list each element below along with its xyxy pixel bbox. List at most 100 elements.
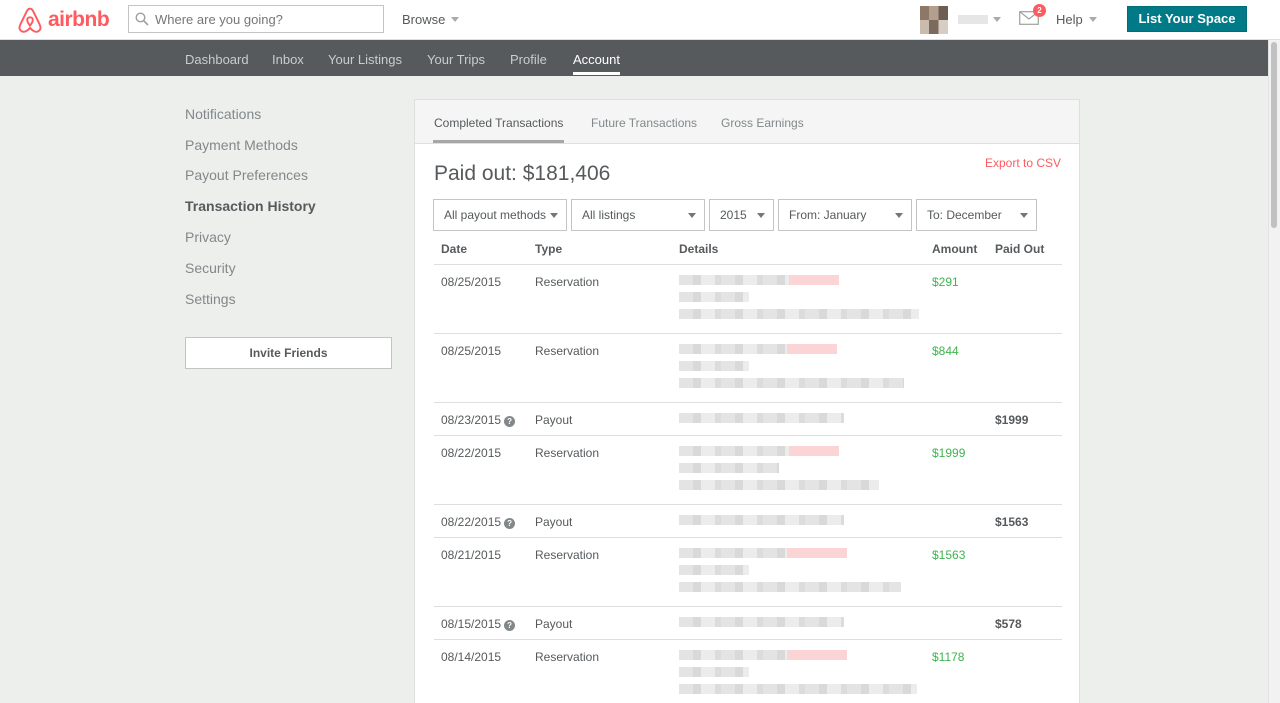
list-your-space-button[interactable]: List Your Space	[1127, 6, 1247, 32]
row-type: Reservation	[535, 333, 679, 403]
row-paid-out: $578	[995, 606, 1062, 640]
row-type: Reservation	[535, 264, 679, 334]
table-row[interactable]: 08/21/2015 Reservation $1563	[434, 537, 1062, 607]
table-row[interactable]: 08/15/2015? Payout $578	[434, 606, 1062, 640]
sidemenu-transaction-history[interactable]: Transaction History	[185, 198, 316, 214]
help-label: Help	[1056, 12, 1083, 27]
sidemenu-security[interactable]: Security	[185, 260, 236, 276]
help-question-icon[interactable]: ?	[504, 517, 516, 529]
row-date-text: 08/22/2015	[441, 514, 502, 529]
year-select[interactable]: 2015	[709, 199, 774, 231]
sidemenu-privacy[interactable]: Privacy	[185, 229, 231, 245]
airbnb-belo-icon	[18, 7, 42, 33]
top-header: airbnb Browse 2 Help List Your Space	[0, 0, 1280, 40]
table-row[interactable]: 08/25/2015 Reservation $291	[434, 264, 1062, 334]
transactions-table: Date Type Details Amount Paid Out 08/25/…	[434, 232, 1062, 703]
row-amount	[932, 606, 995, 640]
chevron-down-icon	[757, 213, 765, 218]
table-row[interactable]: 08/14/2015 Reservation $1178	[434, 639, 1062, 703]
row-type: Payout	[535, 606, 679, 640]
row-date: 08/25/2015	[434, 333, 535, 403]
row-type: Reservation	[535, 435, 679, 505]
row-date: 08/23/2015?	[434, 402, 535, 436]
sidemenu-settings[interactable]: Settings	[185, 291, 236, 307]
subnav-inbox[interactable]: Inbox	[272, 52, 304, 67]
tab-completed-transactions[interactable]: Completed Transactions	[432, 116, 565, 143]
row-amount: $1178	[932, 639, 995, 703]
row-paid-out	[995, 537, 1062, 607]
help-menu[interactable]: Help	[1056, 12, 1097, 27]
payout-method-select[interactable]: All payout methods	[433, 199, 567, 231]
browse-label: Browse	[402, 12, 446, 27]
row-date-text: 08/15/2015	[441, 616, 502, 631]
invite-friends-button[interactable]: Invite Friends	[185, 337, 392, 369]
sidemenu-payout-preferences[interactable]: Payout Preferences	[185, 167, 308, 183]
chevron-down-icon	[1020, 213, 1028, 218]
airbnb-logo[interactable]: airbnb	[16, 6, 110, 34]
table-row[interactable]: 08/25/2015 Reservation $844	[434, 333, 1062, 403]
table-row[interactable]: 08/22/2015? Payout $1563	[434, 504, 1062, 538]
transaction-tabs: Completed Transactions Future Transactio…	[415, 100, 1079, 144]
row-date: 08/21/2015	[434, 537, 535, 607]
row-amount: $844	[932, 333, 995, 403]
row-paid-out	[995, 264, 1062, 334]
table-row[interactable]: 08/23/2015? Payout $1999	[434, 402, 1062, 436]
export-csv-link[interactable]: Export to CSV	[984, 156, 1061, 170]
row-type: Reservation	[535, 537, 679, 607]
subnav-your-trips[interactable]: Your Trips	[427, 52, 486, 67]
logo-wordmark: airbnb	[48, 8, 110, 31]
search-input[interactable]	[155, 11, 375, 27]
payout-method-value: All payout methods	[444, 208, 547, 222]
subnav-dashboard[interactable]: Dashboard	[185, 52, 249, 67]
browse-menu[interactable]: Browse	[402, 12, 460, 27]
row-amount	[932, 402, 995, 436]
to-month-value: To: December	[927, 208, 1002, 222]
year-value: 2015	[720, 208, 747, 222]
subnav-account[interactable]: Account	[573, 52, 620, 75]
row-date: 08/22/2015?	[434, 504, 535, 538]
paid-out-total: Paid out: $181,406	[434, 162, 611, 185]
from-month-value: From: January	[789, 208, 867, 222]
user-name-redacted[interactable]	[958, 15, 988, 24]
row-details-redacted	[679, 264, 932, 334]
search-icon	[135, 12, 149, 26]
table-row[interactable]: 08/22/2015 Reservation $1999	[434, 435, 1062, 505]
sidemenu-payment-methods[interactable]: Payment Methods	[185, 137, 298, 153]
chevron-down-icon[interactable]	[993, 17, 1001, 22]
search-box[interactable]	[128, 5, 384, 33]
subnav-profile[interactable]: Profile	[510, 52, 547, 67]
to-month-select[interactable]: To: December	[916, 199, 1037, 231]
chevron-down-icon	[688, 213, 696, 218]
user-avatar[interactable]	[920, 6, 948, 34]
tab-gross-earnings[interactable]: Gross Earnings	[721, 116, 804, 130]
help-question-icon[interactable]: ?	[504, 619, 516, 631]
sidemenu-notifications[interactable]: Notifications	[185, 106, 262, 122]
col-type: Type	[535, 232, 679, 265]
chevron-down-icon	[1088, 17, 1097, 22]
row-amount: $1563	[932, 537, 995, 607]
col-date: Date	[434, 232, 535, 265]
transactions-panel: Completed Transactions Future Transactio…	[414, 99, 1080, 703]
chevron-down-icon	[550, 213, 558, 218]
scrollbar-thumb[interactable]	[1271, 42, 1277, 228]
subnav-your-listings[interactable]: Your Listings	[328, 52, 402, 67]
row-details-redacted	[679, 537, 932, 607]
tab-future-transactions[interactable]: Future Transactions	[591, 116, 698, 130]
account-subnav: Dashboard Inbox Your Listings Your Trips…	[0, 40, 1268, 76]
row-details-redacted	[679, 333, 932, 403]
chevron-down-icon	[895, 213, 903, 218]
row-date: 08/14/2015	[434, 639, 535, 703]
row-date-text: 08/23/2015	[441, 412, 502, 427]
row-details-redacted	[679, 606, 932, 640]
help-question-icon[interactable]: ?	[504, 415, 516, 427]
chevron-down-icon	[451, 17, 460, 22]
row-date: 08/25/2015	[434, 264, 535, 334]
row-amount: $1999	[932, 435, 995, 505]
row-amount: $291	[932, 264, 995, 334]
row-type: Payout	[535, 504, 679, 538]
listings-select[interactable]: All listings	[571, 199, 705, 231]
row-details-redacted	[679, 639, 932, 703]
from-month-select[interactable]: From: January	[778, 199, 912, 231]
row-details-redacted	[679, 402, 932, 436]
row-date: 08/15/2015?	[434, 606, 535, 640]
